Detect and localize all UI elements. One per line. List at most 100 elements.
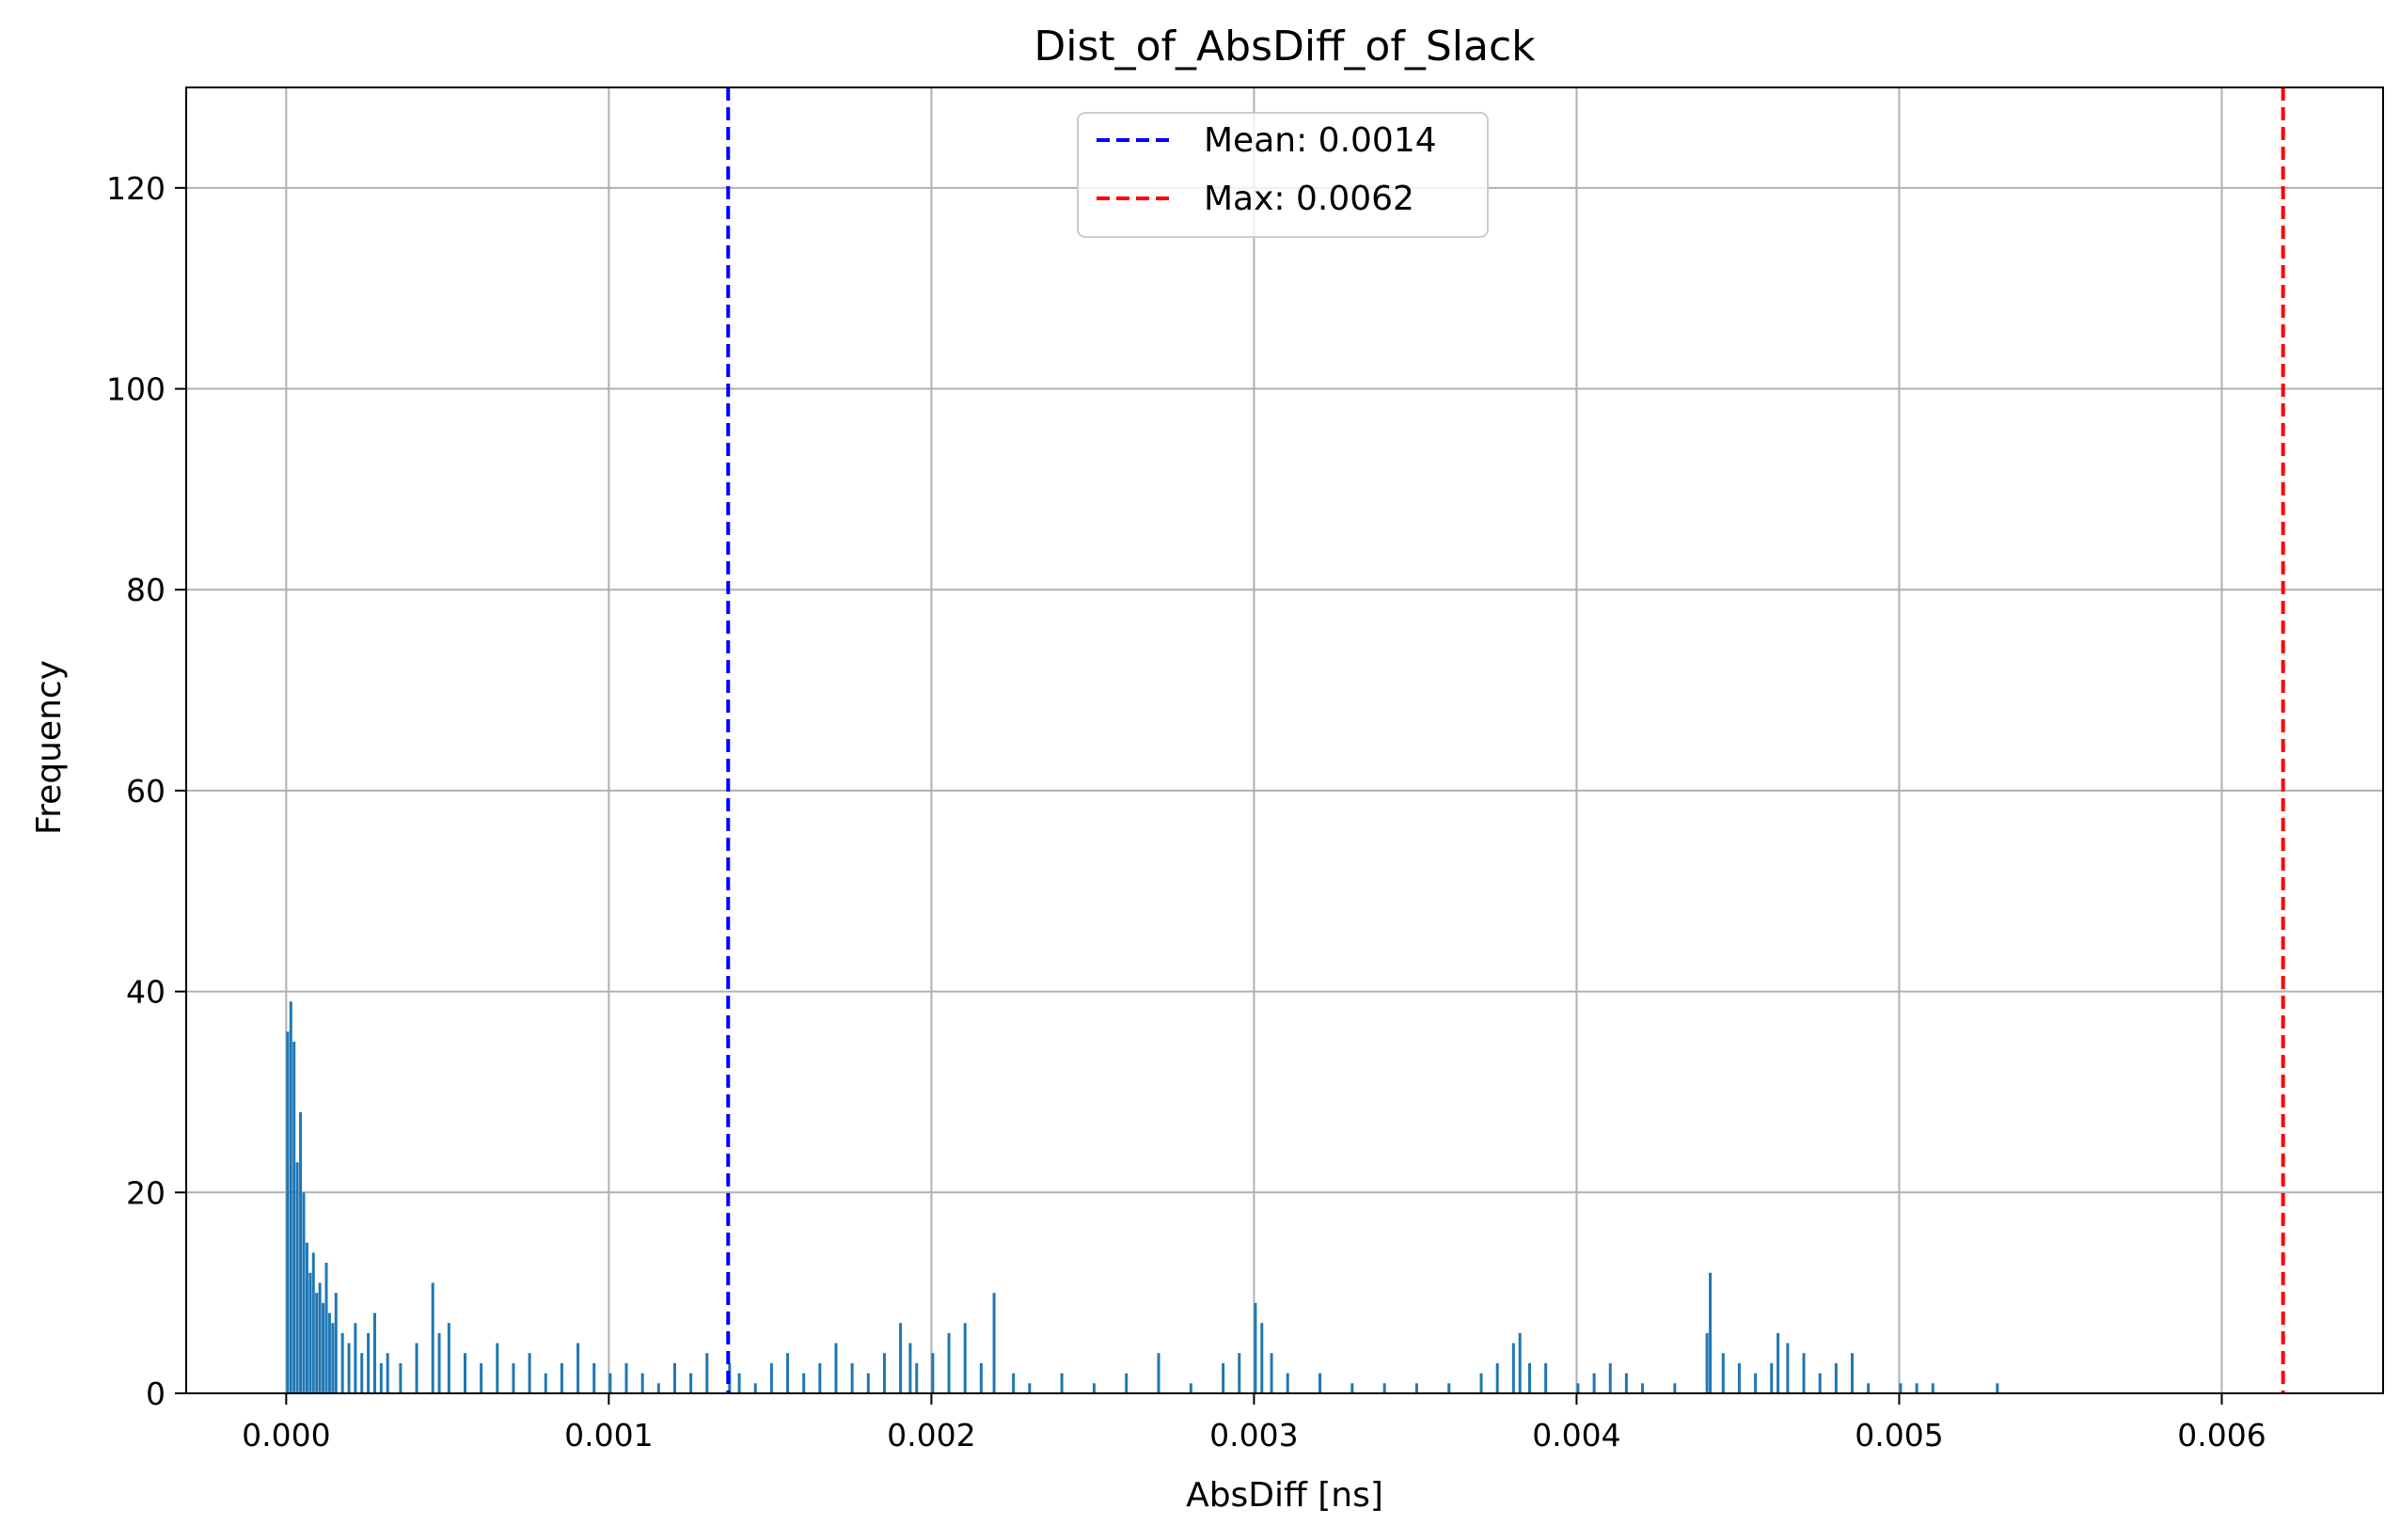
histogram-bar: [1222, 1362, 1225, 1393]
histogram-bar: [1721, 1353, 1725, 1393]
y-axis-label: Frequency: [30, 660, 69, 835]
histogram-bar: [1851, 1353, 1855, 1393]
histogram-bar: [372, 1312, 376, 1393]
histogram-bar: [399, 1362, 403, 1393]
histogram-bar: [289, 1001, 292, 1393]
histogram-bar: [331, 1323, 335, 1393]
histogram-bar: [302, 1192, 306, 1393]
histogram-bar: [1834, 1362, 1838, 1393]
histogram-bar: [292, 1042, 296, 1393]
histogram-bar: [992, 1293, 996, 1393]
histogram-bar: [834, 1343, 838, 1393]
histogram-bar: [1915, 1383, 1918, 1393]
histogram-bar: [286, 1031, 290, 1393]
histogram-bar: [786, 1353, 790, 1393]
y-tick-label: 20: [126, 1174, 166, 1211]
histogram-bar: [1495, 1362, 1499, 1393]
histogram-bar: [624, 1362, 628, 1393]
y-axis-ticks: 0 20 40 60 80 100 120: [106, 170, 186, 1412]
histogram-bar: [1286, 1373, 1289, 1393]
x-tick-label: 0.005: [1855, 1417, 1943, 1454]
histogram-bar: [1592, 1373, 1596, 1393]
histogram-bar: [802, 1373, 806, 1393]
histogram-bar: [308, 1272, 312, 1393]
histogram-bar: [1350, 1383, 1354, 1393]
histogram-bar: [818, 1362, 822, 1393]
histogram-bar: [447, 1323, 450, 1393]
histogram-bar: [1709, 1272, 1713, 1393]
x-tick-label: 0.000: [242, 1417, 330, 1454]
legend-max-label: Max: 0.0062: [1204, 180, 1414, 218]
histogram-bar: [1511, 1343, 1515, 1393]
histogram-bar: [415, 1343, 418, 1393]
histogram-bar: [1705, 1332, 1709, 1393]
histogram-bar: [1608, 1362, 1612, 1393]
histogram-bar: [979, 1362, 983, 1393]
histogram-bar: [322, 1302, 325, 1393]
histogram-bar: [689, 1373, 693, 1393]
histogram-bar: [1189, 1383, 1192, 1393]
histogram-bar: [311, 1252, 315, 1393]
x-axis-label: AbsDiff [ns]: [1186, 1476, 1383, 1515]
histogram-bar: [496, 1343, 499, 1393]
histogram-bar: [908, 1343, 912, 1393]
histogram-bar: [1414, 1383, 1418, 1393]
legend: Mean: 0.0014 Max: 0.0062: [1077, 112, 1489, 238]
histogram-bar: [608, 1373, 612, 1393]
histogram-bar: [528, 1353, 531, 1393]
histogram-bar: [295, 1162, 299, 1393]
histogram-bar: [1318, 1373, 1322, 1393]
histogram-bar: [850, 1362, 854, 1393]
histogram-bar: [1624, 1373, 1628, 1393]
histogram-bar: [915, 1362, 919, 1393]
histogram-bar: [899, 1323, 903, 1393]
histogram-bar: [1238, 1353, 1241, 1393]
histogram-bar: [347, 1343, 351, 1393]
histogram-bar: [327, 1312, 331, 1393]
histogram-bar: [1737, 1362, 1741, 1393]
histogram-bar: [334, 1293, 338, 1393]
histogram-bar: [1544, 1362, 1548, 1393]
histogram-bar: [324, 1263, 328, 1393]
histogram-bar: [1786, 1343, 1790, 1393]
histogram-bar: [1479, 1373, 1483, 1393]
histogram-bar: [1641, 1383, 1645, 1393]
x-tick-label: 0.003: [1209, 1417, 1298, 1454]
histogram-bar: [1576, 1383, 1580, 1393]
histogram-bar: [931, 1353, 935, 1393]
histogram-bar: [1125, 1373, 1129, 1393]
histogram-bar: [1867, 1383, 1871, 1393]
histogram-bar: [1270, 1353, 1273, 1393]
histogram-bar: [512, 1362, 515, 1393]
histogram-bar: [1447, 1383, 1451, 1393]
histogram-bar: [753, 1383, 757, 1393]
histogram-bar: [360, 1353, 364, 1393]
reference-lines: [726, 87, 2285, 1393]
histogram-bar: [1996, 1383, 1999, 1393]
histogram-bar: [592, 1362, 596, 1393]
histogram-bar: [1776, 1332, 1780, 1393]
histogram-bar: [769, 1362, 773, 1393]
histogram-bar: [544, 1373, 547, 1393]
histogram-bar: [656, 1383, 660, 1393]
histogram-bar: [866, 1373, 870, 1393]
histogram-bar: [305, 1242, 308, 1393]
histogram-bar: [1028, 1383, 1032, 1393]
y-tick-label: 100: [106, 371, 166, 408]
histogram-bar: [386, 1353, 389, 1393]
histogram-bar: [354, 1323, 357, 1393]
histogram-bar: [1802, 1353, 1806, 1393]
histogram-bar: [1260, 1323, 1264, 1393]
histogram-bar: [480, 1362, 483, 1393]
histogram-bar: [437, 1332, 441, 1393]
y-tick-label: 60: [126, 773, 166, 809]
histogram-bar: [882, 1353, 886, 1393]
histogram-bar: [1673, 1383, 1677, 1393]
histogram-bars: [286, 1001, 1999, 1393]
histogram-bar: [963, 1323, 967, 1393]
plot-frame: [185, 86, 2384, 1394]
histogram-bar: [560, 1362, 563, 1393]
histogram-bar: [299, 1111, 303, 1393]
histogram-bar: [1770, 1362, 1774, 1393]
